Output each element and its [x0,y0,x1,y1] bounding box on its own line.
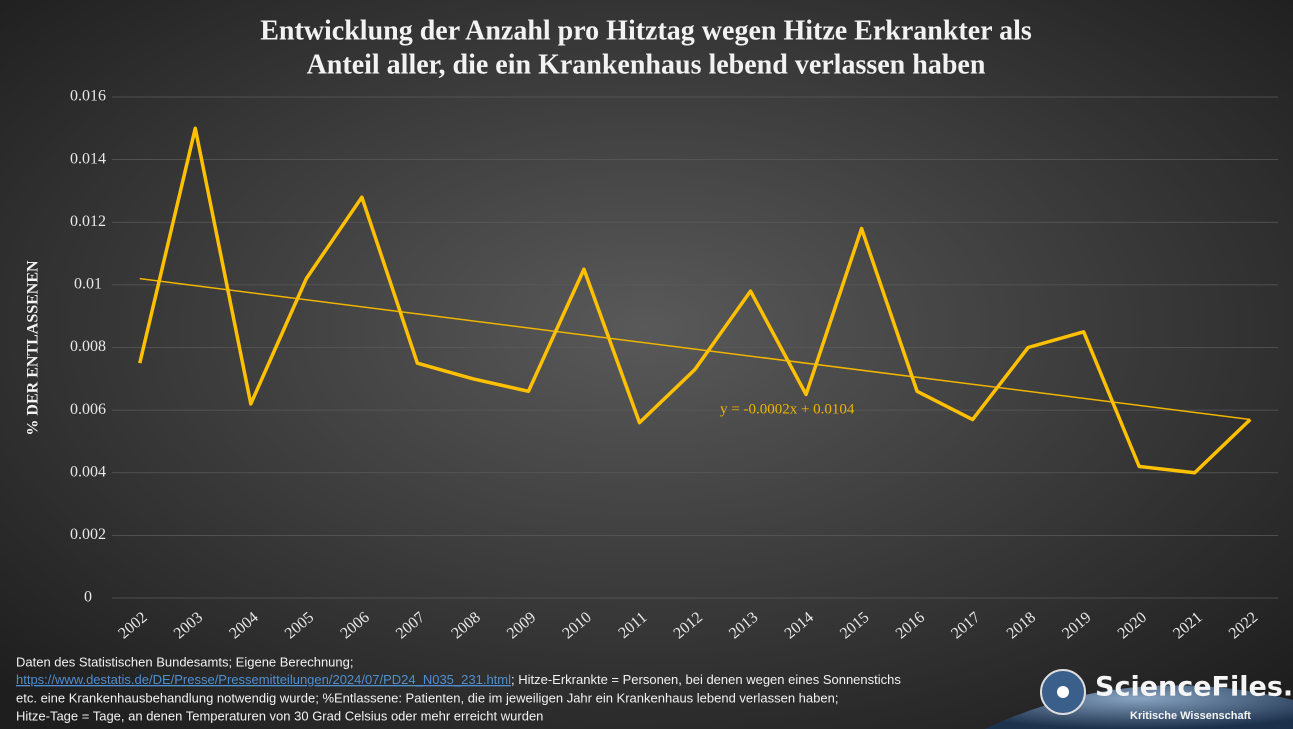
y-tick-label: 0.004 [70,463,106,480]
logo-globe [985,685,1293,729]
logo-icon [1057,686,1069,698]
chart-title: Entwicklung der Anzahl pro Hitztag wegen… [260,15,1032,46]
source-text: ; Hitze-Erkrankte = Personen, bei denen … [511,672,901,687]
data-line [138,126,1252,475]
source-text: etc. eine Krankenhausbehandlung notwendi… [16,690,838,705]
trendline [139,277,1251,421]
logo: ScienceFiles.org Kritische Wissenschaft [985,669,1293,729]
source-text: Daten des Statistischen Bundesamts; Eige… [16,654,354,669]
source-text: Hitze-Tage = Tage, an denen Temperaturen… [16,708,543,723]
y-tick-label: 0.002 [70,526,106,543]
y-tick-label: 0 [84,589,92,606]
source-text: https://www.destatis.de/DE/Presse/Presse… [16,672,901,687]
source-link[interactable]: https://www.destatis.de/DE/Presse/Presse… [16,672,511,687]
y-tick-label: 0.008 [70,338,106,355]
y-axis-label: % DER ENTLASSENEN [25,260,42,436]
y-tick-label: 0.01 [74,276,102,293]
logo-name: ScienceFiles.org [1095,672,1293,703]
y-tick-label: 0.012 [70,213,106,230]
y-tick-label: 0.016 [70,88,106,105]
logo-tagline: Kritische Wissenschaft [1130,710,1251,722]
chart-title: Anteil aller, die ein Krankenhaus lebend… [307,49,986,80]
y-tick-label: 0.014 [70,150,106,167]
trendline-label: y = -0.0002x + 0.0104 [720,401,855,417]
y-tick-label: 0.006 [70,401,106,418]
